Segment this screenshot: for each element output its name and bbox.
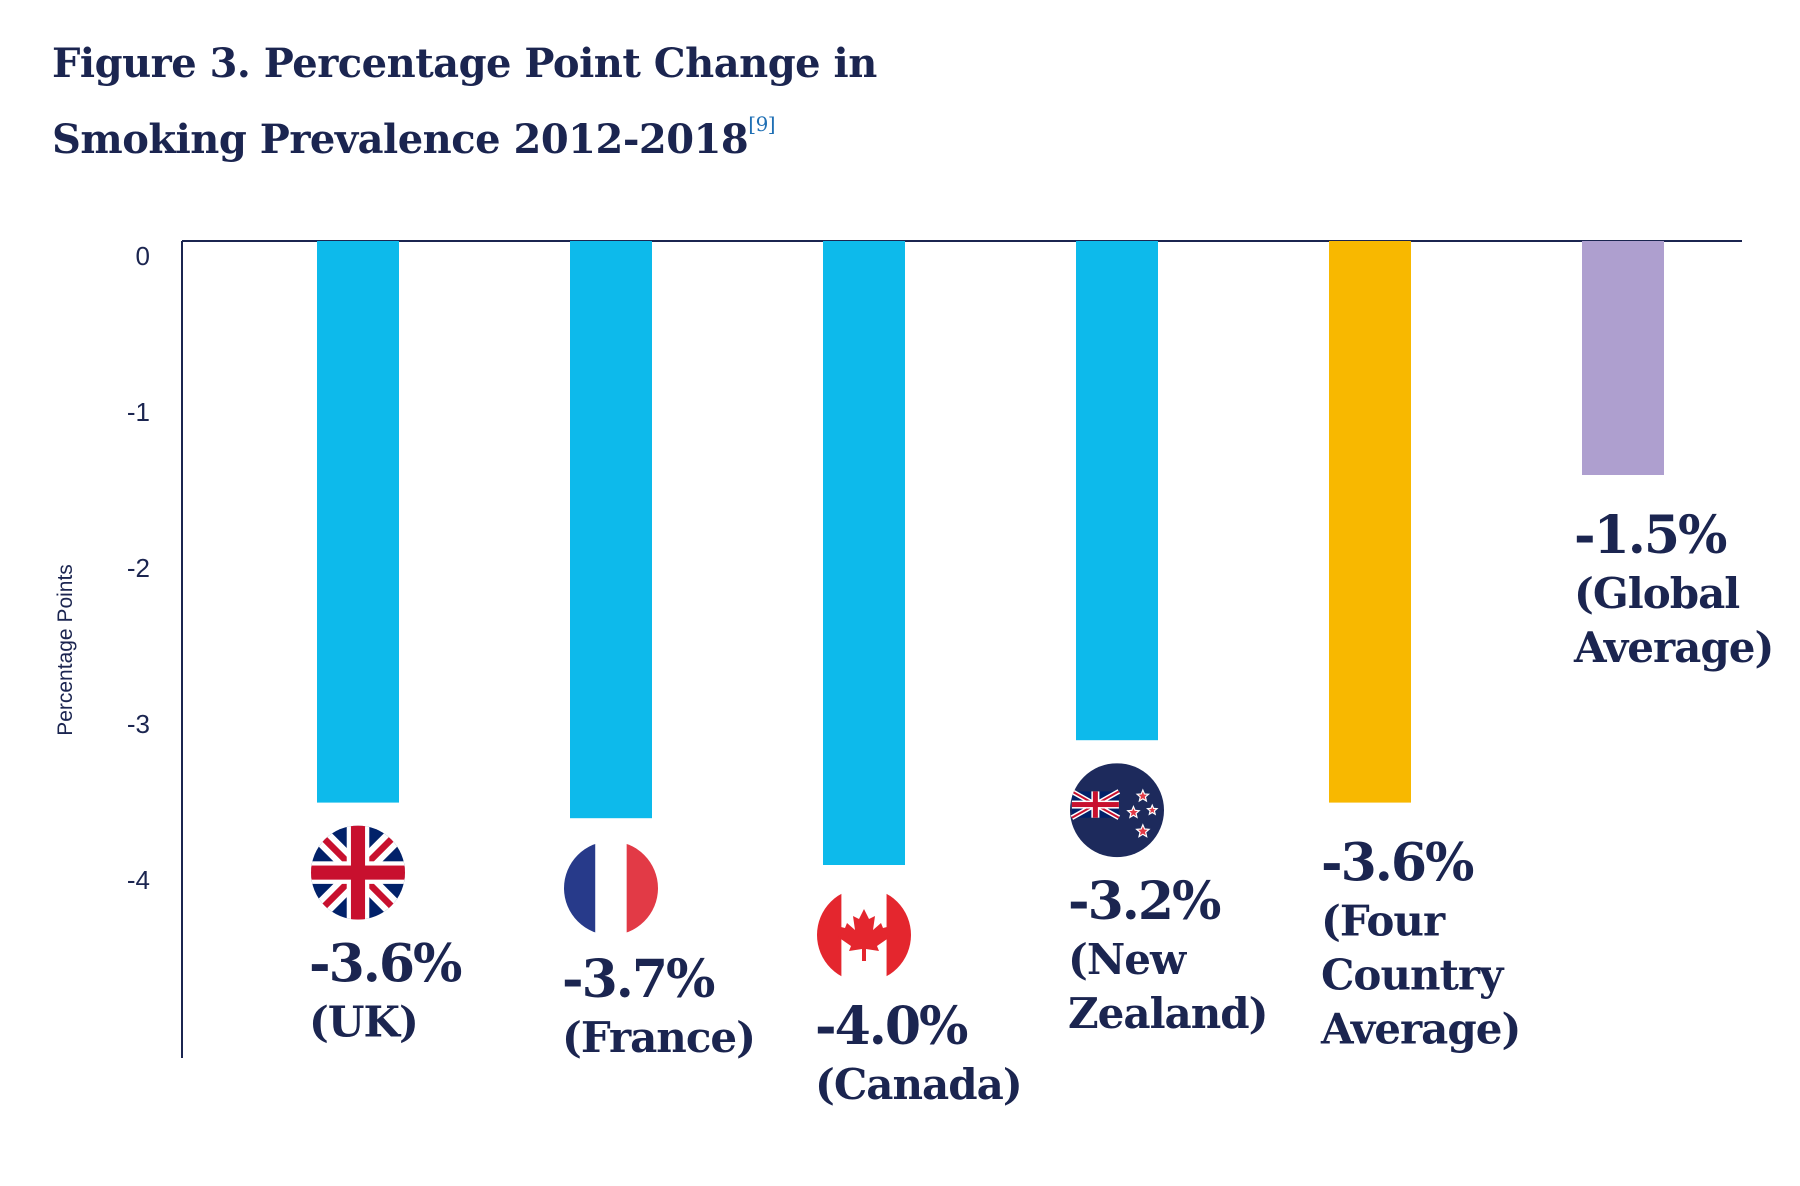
category-label: Zealand) [1068, 989, 1268, 1038]
y-tick-label: -3 [127, 709, 150, 739]
bar [570, 241, 652, 819]
category-label: (Canada) [815, 1060, 1022, 1109]
y-tick-label: -2 [127, 553, 150, 583]
canada-flag-icon [817, 888, 911, 982]
bar [1076, 241, 1158, 741]
y-tick-label: 0 [136, 241, 150, 271]
category-label: (Four [1321, 897, 1446, 946]
value-label: -3.6% [309, 934, 462, 995]
value-label: -4.0% [815, 996, 968, 1057]
category-label: Country [1321, 951, 1505, 1000]
bar [1582, 241, 1664, 475]
category-label: Average) [1573, 623, 1773, 672]
new-zealand-flag-icon [1070, 763, 1164, 858]
y-axis-title: Percentage Points [54, 564, 77, 736]
value-label: -3.7% [562, 949, 715, 1010]
france-flag-icon [564, 841, 658, 936]
title-line-2: Smoking Prevalence 2012-2018[9] [52, 94, 877, 170]
category-label: (UK) [309, 998, 418, 1047]
value-label: -3.2% [1068, 871, 1221, 932]
category-label: (Global [1574, 569, 1739, 618]
category-label: Average) [1320, 1005, 1520, 1054]
value-label: -3.6% [1321, 833, 1474, 894]
y-tick-label: -4 [127, 865, 150, 895]
value-label: -1.5% [1574, 505, 1727, 566]
bar [317, 241, 399, 803]
bar [823, 241, 905, 865]
title-line-1: Figure 3. Percentage Point Change in [52, 40, 877, 87]
bar [1329, 241, 1411, 803]
title-line-2-text: Smoking Prevalence 2012-2018 [52, 116, 749, 163]
category-label: (New [1068, 935, 1187, 984]
y-tick-label: -1 [127, 397, 150, 427]
chart-title: Figure 3. Percentage Point Change in Smo… [52, 34, 877, 170]
uk-flag-icon [311, 825, 405, 920]
category-label: (France) [562, 1013, 755, 1062]
reference-link[interactable]: [9] [748, 112, 776, 136]
